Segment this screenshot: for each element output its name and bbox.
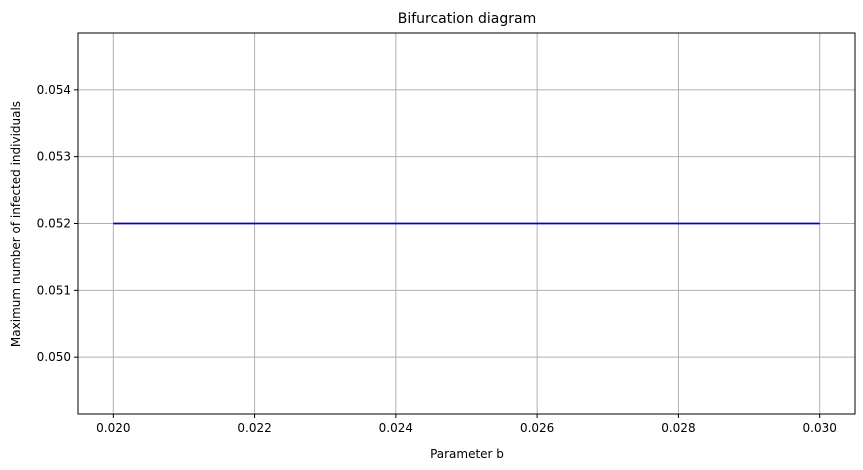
- x-tick-label: 0.024: [379, 421, 413, 435]
- y-ticks: 0.050 0.051 0.052 0.053 0.054: [37, 83, 78, 364]
- y-tick-label: 0.052: [37, 217, 71, 231]
- x-tick-label: 0.022: [237, 421, 271, 435]
- x-tick-label: 0.030: [803, 421, 837, 435]
- x-tick-label: 0.028: [661, 421, 695, 435]
- x-ticks: 0.020 0.022 0.024 0.026 0.028 0.030: [96, 414, 837, 435]
- x-tick-label: 0.020: [96, 421, 130, 435]
- x-tick-label: 0.026: [520, 421, 554, 435]
- y-axis-label: Maximum number of infected individuals: [9, 101, 23, 347]
- chart-title: Bifurcation diagram: [398, 11, 537, 27]
- y-tick-label: 0.053: [37, 150, 71, 164]
- x-axis-label: Parameter b: [430, 447, 504, 461]
- y-tick-label: 0.050: [37, 350, 71, 364]
- y-tick-label: 0.054: [37, 83, 71, 97]
- y-tick-label: 0.051: [37, 283, 71, 297]
